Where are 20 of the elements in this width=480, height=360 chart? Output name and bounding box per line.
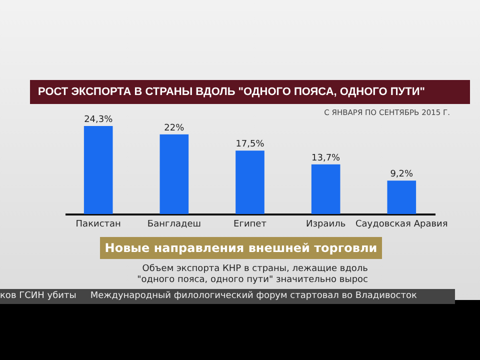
bar (311, 164, 340, 214)
text: Новые направления внешней торговли (100, 237, 382, 259)
chart-title: РОСТ ЭКСПОРТА В СТРАНЫ ВДОЛЬ "ОДНОГО ПОЯСА, ОДНОГО ПУТИ" (30, 80, 470, 104)
x-tick-label: Израиль (306, 220, 346, 230)
text: Объем экспорта КНР в страны, лежащие вдоль "одного пояса, одного пути" значительно вырос (136, 264, 368, 286)
data-label: 13,7% (312, 153, 341, 164)
data-label: 9,2% (390, 170, 414, 180)
text: ков ГСИН убиты (0, 291, 76, 301)
data-label: 22% (164, 123, 185, 134)
text: Международный филологический форум стартовал во Владивосток (90, 291, 417, 301)
data-label: 17,5% (236, 140, 265, 150)
bar (84, 126, 113, 214)
bar (236, 150, 264, 214)
x-tick-label: Саудовская Аравия (355, 220, 448, 230)
x-tick-label: Пакистан (76, 220, 122, 230)
x-tick-label: Бангладеш (147, 220, 201, 230)
data-label: 24,3% (84, 115, 114, 125)
bar (160, 134, 189, 214)
bar (387, 180, 416, 214)
x-tick-label: Египет (234, 220, 266, 230)
